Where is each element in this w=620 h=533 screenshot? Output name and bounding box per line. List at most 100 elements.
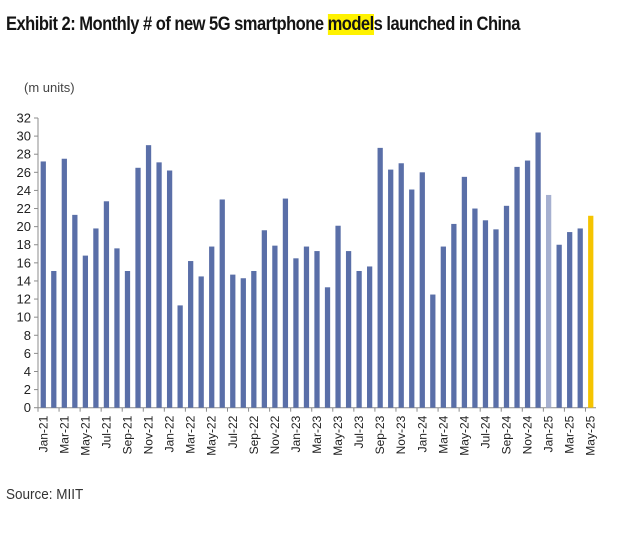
- bar-mar-21: [61, 158, 67, 408]
- x-tick-label: Jul-21: [99, 415, 113, 448]
- bar-apr-22: [198, 276, 204, 408]
- x-tick-label: Mar-24: [436, 415, 450, 453]
- bar-sep-21: [124, 270, 131, 408]
- bar-dec-22: [282, 198, 289, 408]
- y-tick-label: 2: [24, 382, 31, 397]
- bars: [40, 132, 594, 408]
- bar-aug-24: [493, 229, 499, 408]
- x-axis: Jan-21 Mar-21 May-21 Jul-21 Sep-21 Nov-21 Jan-…: [36, 407, 598, 456]
- y-tick-label: 28: [17, 147, 31, 162]
- x-tick-label: Sep-23: [373, 415, 387, 454]
- bar-jan-25: [545, 194, 552, 408]
- bar-jan-23: [293, 258, 299, 408]
- bar-oct-21: [135, 167, 141, 408]
- bar-jan-21: [40, 161, 46, 408]
- x-tick-label: May-21: [78, 415, 92, 455]
- bar-may-25: [588, 215, 594, 408]
- bar-feb-25: [556, 244, 562, 408]
- y-tick-label: 12: [17, 292, 31, 307]
- y-tick-label: 24: [17, 183, 31, 198]
- x-tick-label: Jul-23: [352, 415, 366, 448]
- bar-oct-24: [514, 166, 520, 408]
- bar-aug-22: [240, 278, 246, 408]
- x-tick-label: Jan-22: [163, 415, 177, 452]
- bar-jan-24: [419, 172, 425, 408]
- bar-mar-22: [188, 261, 194, 408]
- x-tick-label: Sep-24: [500, 415, 514, 454]
- bar-apr-21: [72, 214, 78, 408]
- bar-mar-25: [567, 232, 573, 408]
- bar-mar-24: [440, 246, 446, 408]
- bar-oct-22: [261, 230, 267, 408]
- x-tick-label: May-23: [331, 415, 345, 455]
- bar-jun-21: [93, 228, 99, 408]
- bar-jan-22: [166, 170, 173, 408]
- bar-jun-22: [219, 199, 225, 408]
- bar-jul-23: [356, 270, 362, 408]
- y-tick-label: 0: [24, 400, 31, 415]
- y-tick-label: 6: [24, 346, 31, 361]
- bar-nov-22: [272, 245, 278, 408]
- bar-jun-23: [345, 251, 352, 408]
- source-note: Source: MIIT: [6, 486, 84, 503]
- bar-apr-25: [577, 228, 583, 408]
- x-tick-label: Nov-23: [394, 415, 408, 454]
- x-tick-label: Mar-21: [57, 415, 71, 453]
- y-tick-label: 8: [24, 328, 31, 343]
- bar-dec-24: [535, 132, 541, 408]
- x-tick-label: Sep-22: [247, 415, 261, 454]
- y-tick-label: 20: [17, 219, 31, 234]
- bar-jul-22: [230, 274, 236, 408]
- x-tick-label: Mar-22: [184, 415, 198, 453]
- bar-oct-23: [388, 169, 394, 408]
- x-tick-label: Jan-21: [36, 415, 50, 452]
- bar-feb-23: [303, 246, 310, 408]
- x-tick-label: Sep-21: [120, 415, 134, 454]
- bar-nov-23: [398, 163, 404, 408]
- title-prefix: Exhibit 2: Monthly # of new 5G smartphon…: [6, 14, 328, 35]
- bar-may-24: [461, 176, 468, 408]
- bar-nov-24: [524, 160, 531, 408]
- y-tick-label: 14: [17, 273, 31, 288]
- bar-sep-22: [251, 270, 257, 408]
- y-axis-unit-label: (m units): [24, 80, 75, 95]
- y-tick-label: 10: [17, 310, 31, 325]
- bar-may-23: [335, 225, 341, 408]
- x-tick-label: Mar-23: [310, 415, 324, 453]
- y-tick-label: 22: [17, 201, 31, 216]
- bar-may-21: [82, 255, 89, 408]
- bar-aug-21: [114, 248, 120, 408]
- x-tick-label: Jan-25: [542, 415, 556, 452]
- x-tick-label: Nov-21: [142, 415, 156, 454]
- x-tick-label: Jan-23: [289, 415, 303, 452]
- bar-dec-23: [409, 189, 415, 408]
- title-suffix: s launched in China: [373, 14, 521, 35]
- x-tick-label: May-25: [584, 415, 598, 455]
- bar-feb-22: [177, 305, 183, 408]
- y-tick-label: 30: [17, 129, 31, 144]
- bar-may-22: [209, 246, 215, 408]
- bar-feb-24: [430, 294, 436, 408]
- x-tick-label: Nov-24: [521, 415, 535, 454]
- bar-apr-24: [451, 223, 457, 408]
- bar-sep-23: [377, 147, 383, 408]
- y-tick-label: 18: [17, 237, 31, 252]
- bar-jul-21: [103, 201, 110, 408]
- bar-aug-23: [367, 266, 373, 408]
- bar-sep-24: [503, 205, 510, 408]
- y-tick-label: 26: [17, 165, 31, 180]
- title-highlight: model: [327, 14, 374, 35]
- y-tick-label: 32: [17, 111, 31, 126]
- bar-jun-24: [472, 208, 478, 408]
- x-tick-label: Jul-24: [478, 415, 492, 448]
- x-tick-label: Jan-24: [415, 415, 429, 452]
- y-tick-label: 4: [24, 364, 31, 379]
- bar-mar-23: [314, 251, 320, 408]
- x-tick-label: Jul-22: [226, 415, 240, 448]
- x-tick-label: May-24: [457, 415, 471, 455]
- bar-nov-21: [145, 145, 152, 408]
- y-tick-label: 16: [17, 255, 31, 270]
- bar-apr-23: [324, 287, 331, 408]
